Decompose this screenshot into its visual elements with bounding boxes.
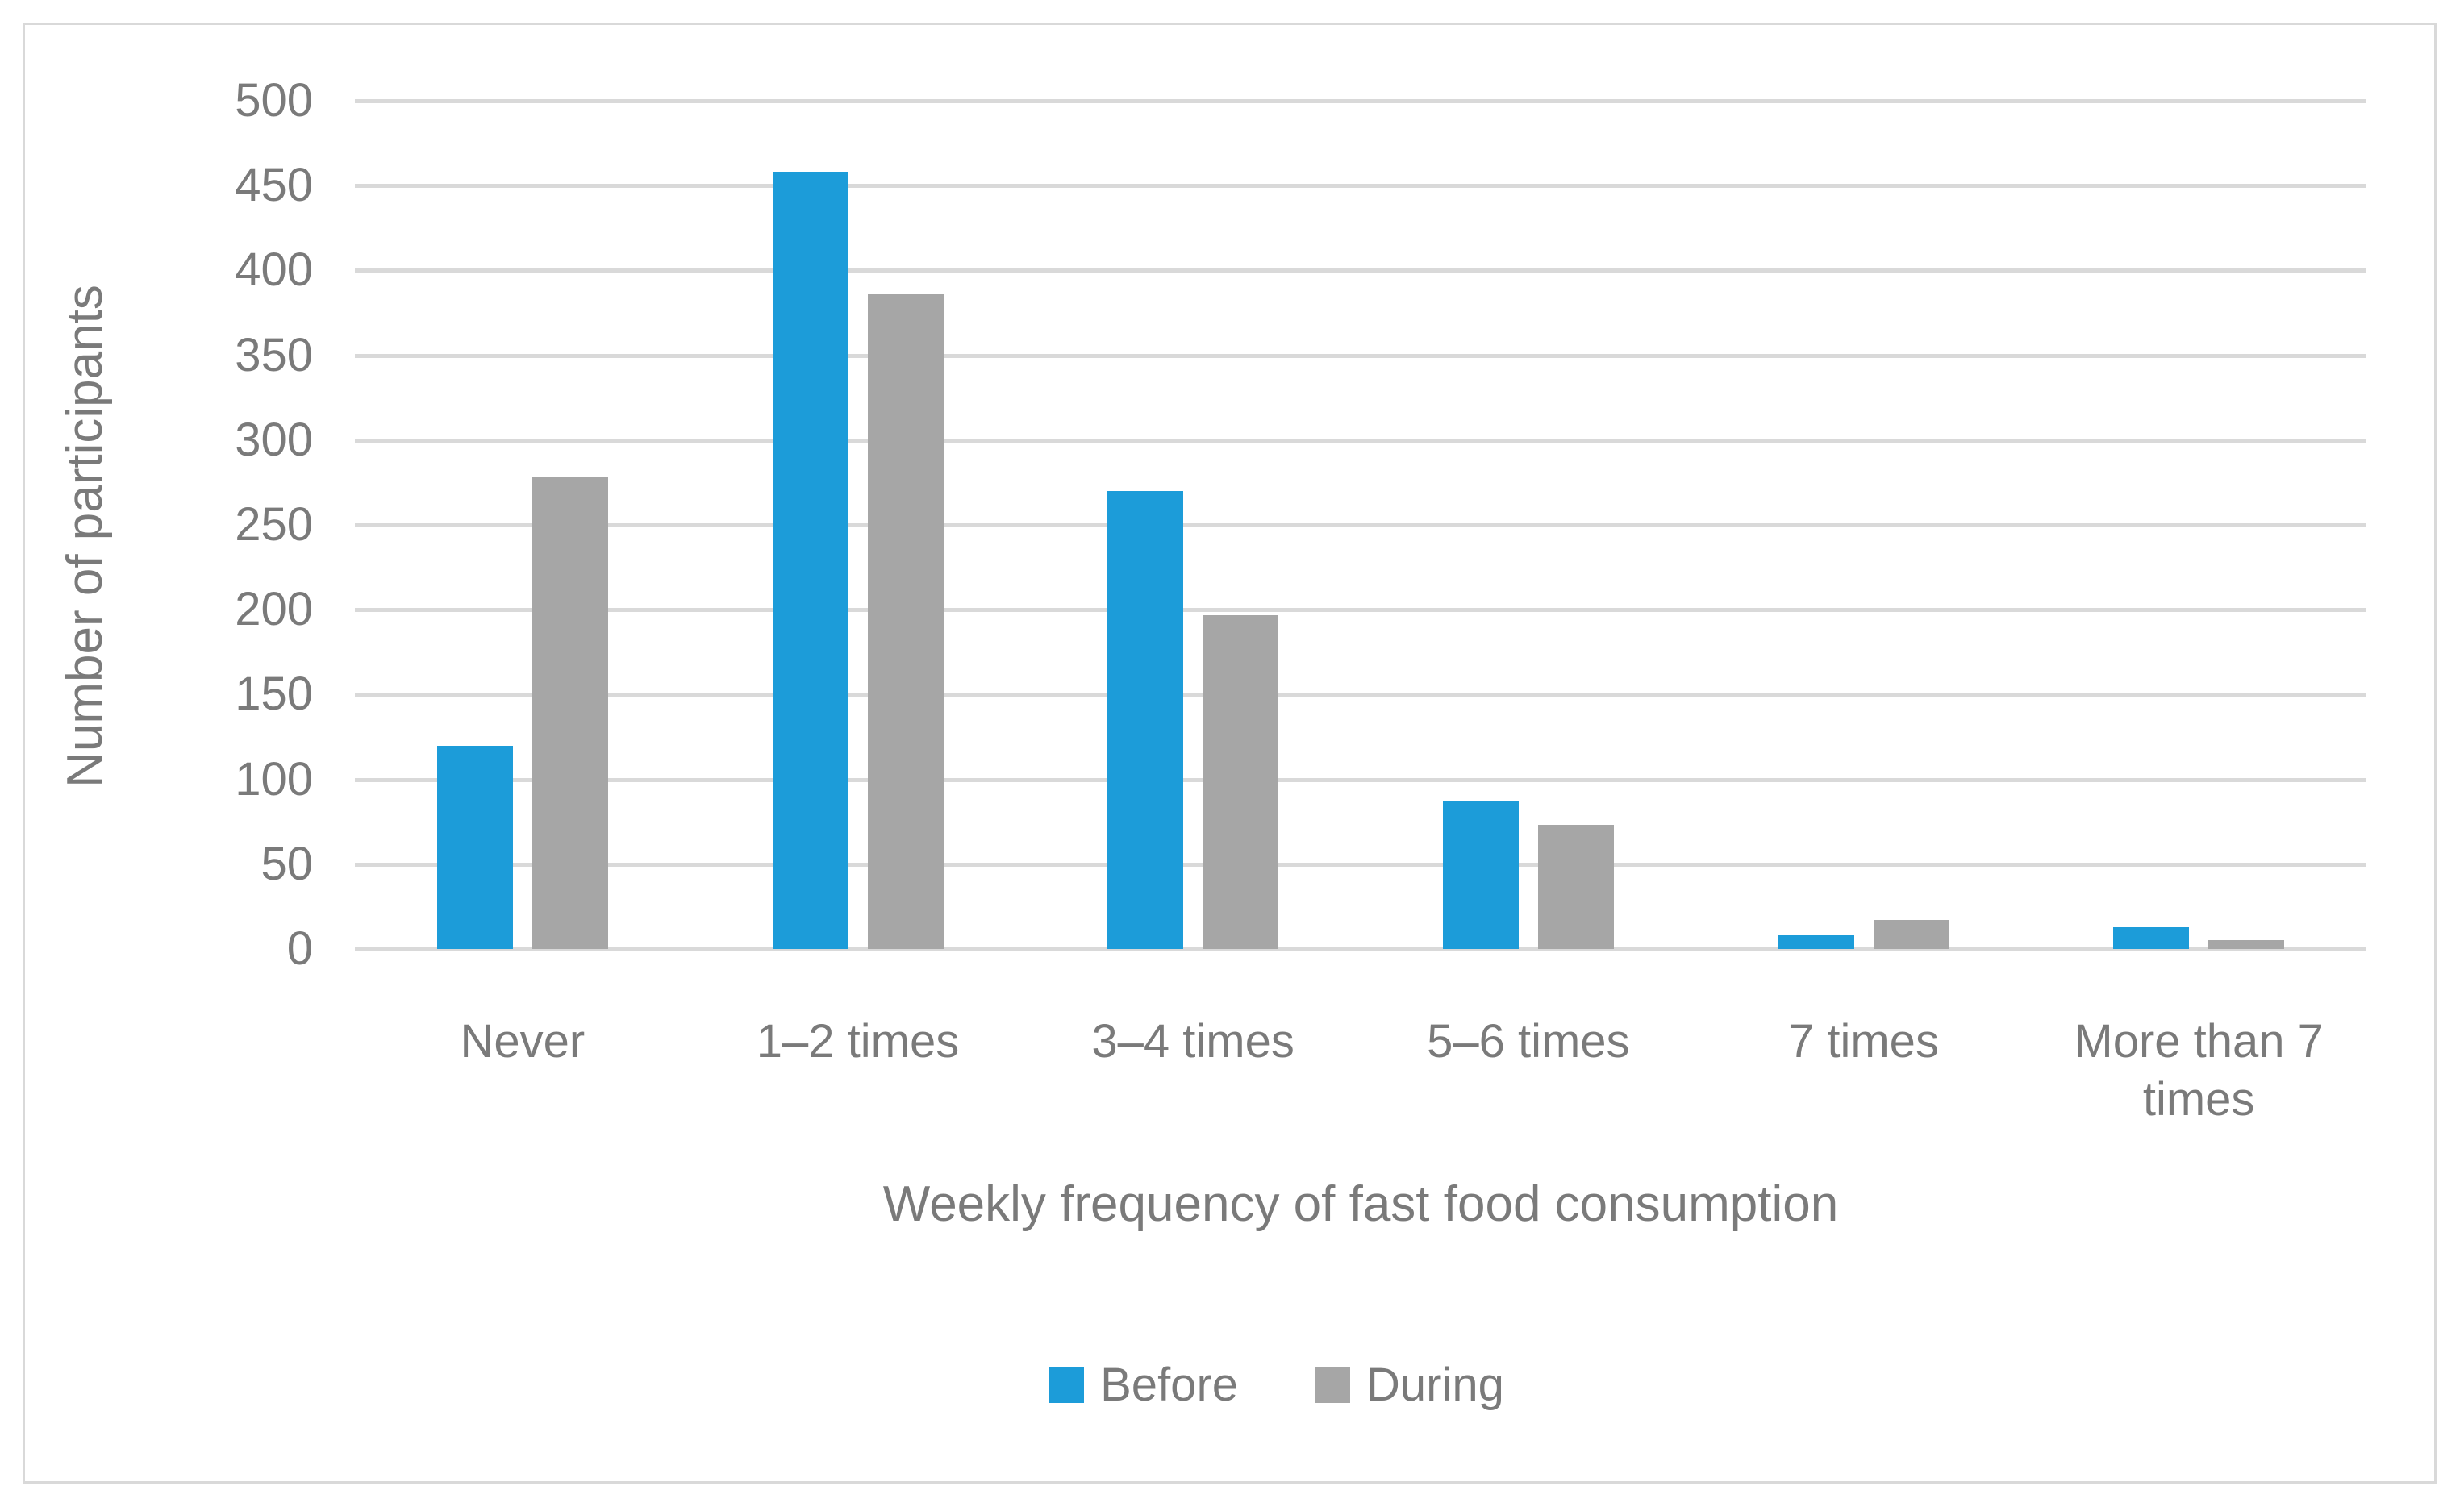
y-tick-label-200: 200 [235, 583, 313, 636]
gridline-250 [355, 523, 2366, 527]
y-tick-label-250: 250 [235, 498, 313, 551]
y-axis-title: Number of participants [57, 285, 113, 788]
legend-item-before: Before [1049, 1361, 1238, 1409]
bar-before-5-6-times [1442, 801, 1519, 949]
y-tick-label-500: 500 [235, 74, 313, 127]
legend-label-during: During [1366, 1359, 1504, 1411]
gridline-150 [355, 693, 2366, 697]
y-tick-label-150: 150 [235, 668, 313, 721]
before-series-swatch-icon [1049, 1367, 1085, 1403]
chart-legend: Before During [44, 1361, 2464, 1409]
legend-item-during: During [1315, 1361, 1504, 1409]
gridline-350 [355, 353, 2366, 358]
gridline-300 [355, 438, 2366, 443]
bar-before-never [436, 745, 513, 949]
x-category-label-3-4-times: 3–4 times [1091, 1015, 1295, 1068]
x-category-label-7-times: 7 times [1788, 1015, 1939, 1068]
gridline-450 [355, 184, 2366, 189]
bar-during-never [532, 477, 608, 949]
x-category-label-never: Never [460, 1015, 586, 1068]
gridline-0 [355, 947, 2366, 951]
y-tick-label-50: 50 [261, 837, 313, 890]
x-axis-title: Weekly frequency of fast food consumptio… [882, 1176, 1839, 1232]
bar-during-1-2-times [867, 293, 944, 949]
bar-before-3-4-times [1107, 490, 1184, 949]
y-tick-label-350: 350 [235, 328, 313, 381]
gridline-500 [355, 99, 2366, 103]
gridline-400 [355, 268, 2366, 273]
during-series-swatch-icon [1315, 1367, 1351, 1403]
bar-before-more-than-7-times [2113, 926, 2190, 949]
bar-during-7-times [1873, 920, 1949, 949]
bar-before-1-2-times [772, 172, 848, 949]
y-tick-label-0: 0 [286, 922, 313, 975]
bar-before-7-times [1778, 935, 1854, 949]
bar-during-more-than-7-times [2208, 940, 2285, 949]
gridline-100 [355, 777, 2366, 782]
y-tick-label-450: 450 [235, 159, 313, 212]
legend-label-before: Before [1100, 1359, 1239, 1411]
bar-during-3-4-times [1203, 614, 1279, 949]
x-category-label-more-than-7-times: More than 7 times [2074, 1015, 2324, 1126]
bar-during-5-6-times [1537, 825, 1614, 949]
y-tick-label-300: 300 [235, 413, 313, 466]
gridline-50 [355, 862, 2366, 867]
gridline-200 [355, 608, 2366, 613]
y-tick-label-400: 400 [235, 244, 313, 297]
x-category-label-5-6-times: 5–6 times [1427, 1015, 1630, 1068]
x-category-label-1-2-times: 1–2 times [756, 1015, 960, 1068]
y-tick-label-100: 100 [235, 752, 313, 805]
